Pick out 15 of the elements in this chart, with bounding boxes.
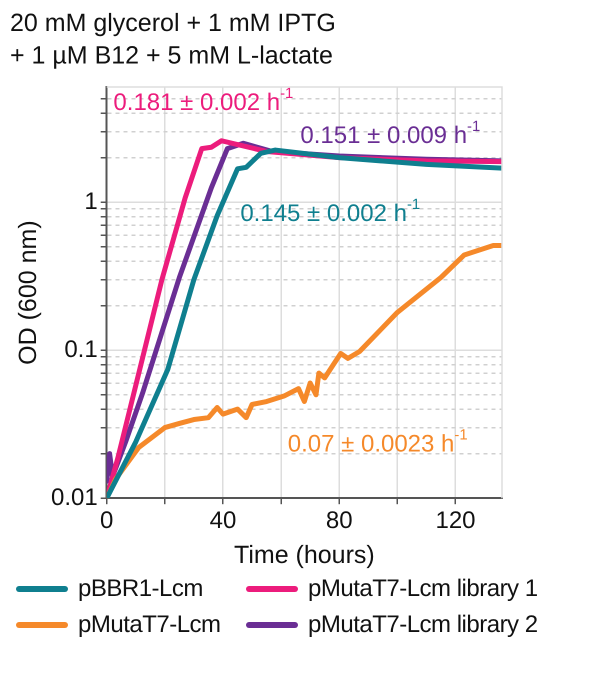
- x-tick-label: 80: [326, 507, 353, 534]
- y-tick-label: 1: [84, 188, 98, 215]
- text: 20 mM glycerol + 1 mM IPTG: [10, 9, 336, 38]
- legend-label: pMutaT7-Lcm: [78, 611, 221, 639]
- x-tick-label: 120: [435, 507, 476, 534]
- x-axis-title: Time (hours): [234, 540, 375, 569]
- legend-label: pBBR1-Lcm: [78, 575, 203, 603]
- y-axis-title: OD (600 nm): [14, 220, 42, 365]
- y-tick-label: 0.01: [50, 484, 98, 511]
- legend-label: pMutaT7-Lcm library 2: [308, 611, 538, 639]
- text: + 1 µM B12 + 5 mM L-lactate: [10, 42, 333, 70]
- x-tick-label: 40: [210, 507, 236, 534]
- legend-label: pMutaT7-Lcm library 1: [308, 575, 538, 603]
- x-tick-label: 0: [100, 507, 114, 534]
- y-tick-label: 0.1: [64, 336, 98, 363]
